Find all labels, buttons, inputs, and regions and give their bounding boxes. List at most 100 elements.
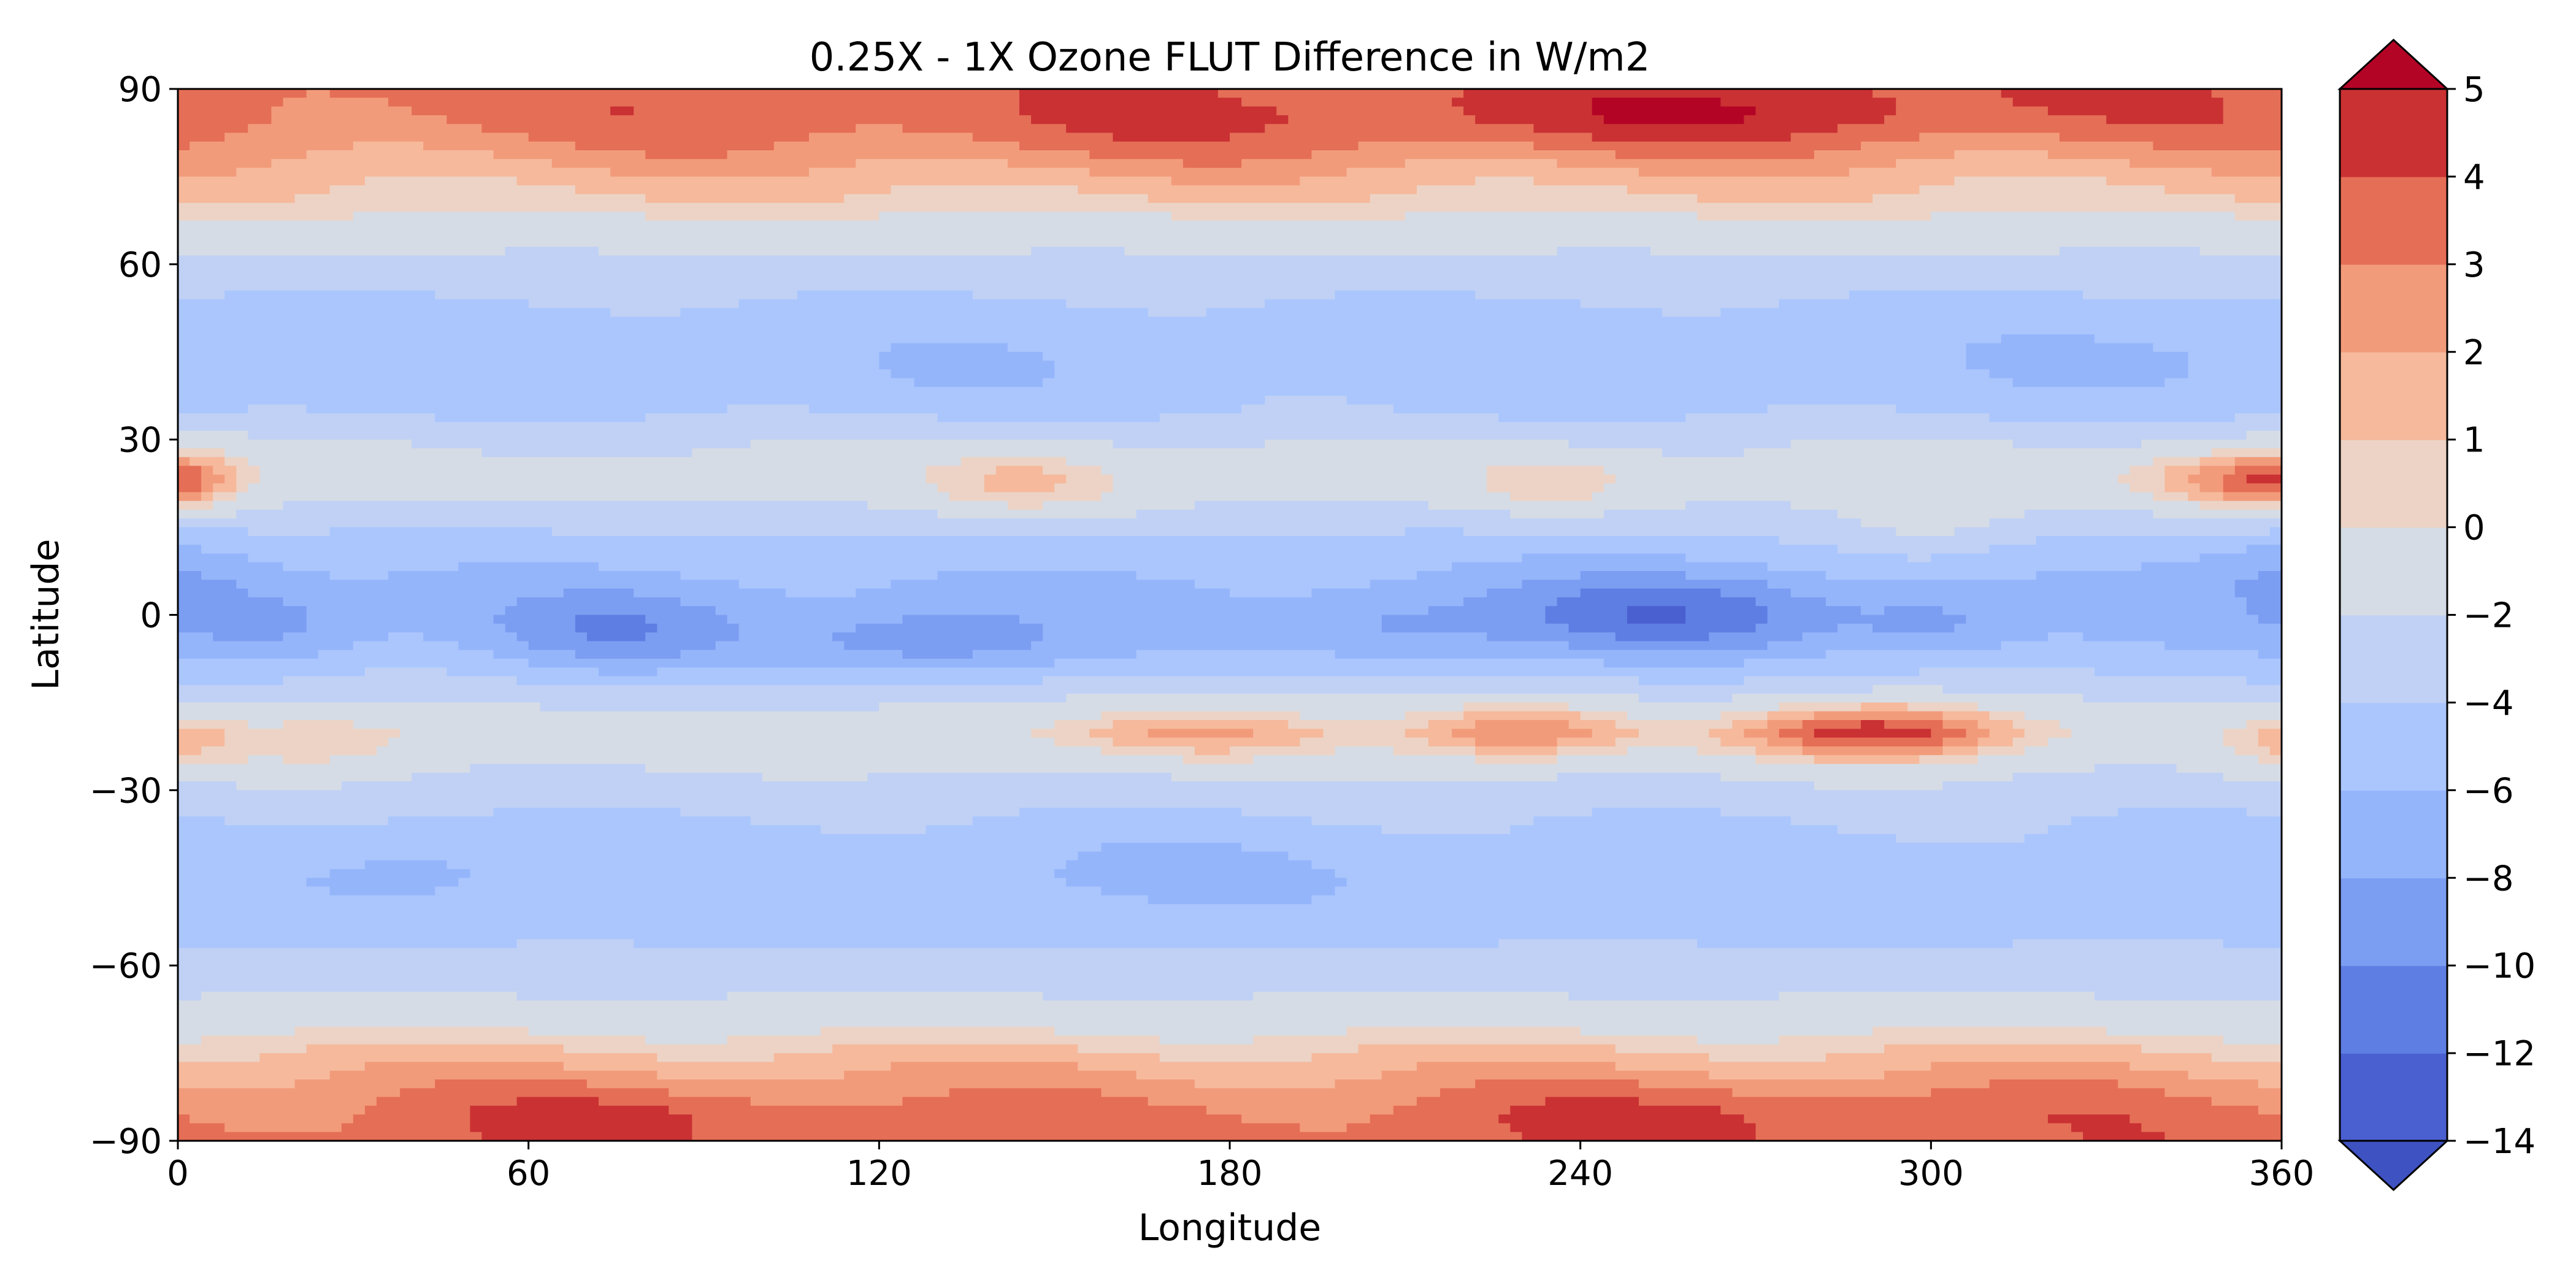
contour-cell — [1790, 132, 1920, 142]
contour-cell — [1007, 343, 1967, 353]
contour-cell — [1966, 361, 2189, 370]
contour-cell — [1381, 1070, 1710, 1080]
contour-cell — [329, 1070, 658, 1080]
contour-cell — [1265, 299, 1581, 309]
contour-cell — [248, 404, 307, 414]
contour-cell — [1568, 641, 1768, 651]
colorbar-tick-label: 4 — [2463, 158, 2485, 197]
contour-cell — [236, 492, 950, 502]
contour-cell — [528, 1027, 821, 1037]
contour-cell — [1977, 720, 2014, 730]
contour-cell — [178, 843, 1102, 853]
contour-cell — [1942, 606, 2247, 616]
contour-cell — [178, 571, 202, 581]
contour-cell — [178, 98, 284, 107]
contour-cell — [1755, 623, 1838, 633]
contour-cell — [1078, 851, 1289, 861]
contour-cell — [575, 615, 646, 624]
contour-cell — [1078, 1062, 1417, 1071]
contour-cell — [2024, 834, 2282, 843]
contour-cell — [937, 483, 985, 493]
contour-cell — [388, 816, 751, 826]
contour-cell — [2164, 1088, 2282, 1098]
contour-cell — [458, 641, 529, 651]
contour-cell — [178, 448, 225, 458]
contour-cell — [902, 650, 973, 659]
contour-cell — [435, 413, 646, 423]
contour-cell — [1942, 746, 1979, 756]
contour-cell — [178, 983, 2282, 992]
colorbar-segment — [2340, 615, 2447, 703]
contour-cell — [972, 290, 1336, 300]
contour-cell — [178, 545, 202, 554]
contour-cell — [750, 1097, 903, 1106]
contour-cell — [364, 860, 448, 870]
contour-cell — [1744, 659, 2282, 669]
contour-cell — [1452, 98, 1593, 107]
contour-cell — [178, 641, 354, 651]
contour-cell — [1452, 729, 1593, 738]
contour-cell — [645, 615, 728, 624]
contour-cell — [2012, 378, 2166, 388]
contour-cell — [178, 1132, 483, 1141]
contour-cell — [1989, 711, 2025, 721]
contour-cell — [1814, 729, 1932, 738]
colorbar-tick-label: −4 — [2463, 683, 2514, 723]
contour-cell — [785, 588, 856, 598]
contour-cell — [1311, 150, 1616, 160]
contour-cell — [914, 378, 1043, 388]
contour-cell — [2246, 676, 2282, 686]
contour-cell — [680, 308, 1149, 318]
contour-cell — [1475, 737, 1558, 747]
contour-cell — [1054, 659, 1604, 669]
contour-cell — [1136, 650, 1336, 659]
contour-cell — [2199, 247, 2282, 256]
contour-cell — [2234, 580, 2282, 589]
contour-cell — [2199, 500, 2282, 510]
contour-cell — [1031, 729, 1091, 738]
contour-cell — [178, 895, 1149, 905]
contour-cell — [1685, 413, 1990, 423]
contour-cell — [1183, 755, 1254, 765]
plot-area — [178, 89, 2282, 1141]
contour-cell — [680, 650, 903, 659]
contour-cell — [178, 729, 225, 738]
contour-cell — [236, 466, 261, 475]
contour-cell — [1136, 1070, 1382, 1080]
contour-cell — [1346, 396, 2282, 405]
contour-cell — [178, 220, 2282, 230]
contour-cell — [1697, 939, 2014, 949]
contour-cell — [1253, 1035, 1698, 1045]
contour-cell — [353, 212, 646, 221]
contour-cell — [1790, 439, 2014, 449]
contour-cell — [1241, 843, 2282, 853]
contour-cell — [178, 676, 284, 686]
contour-cell — [178, 860, 366, 870]
contour-cell — [727, 992, 1043, 1002]
contour-cell — [1358, 141, 1535, 151]
contour-cell — [2223, 1035, 2282, 1045]
contour-cell — [738, 299, 1067, 309]
contour-cell — [879, 702, 1464, 712]
contour-cell — [1580, 711, 1628, 721]
contour-cell — [926, 825, 1382, 835]
contour-cell — [1744, 676, 2247, 686]
x-tick-label: 120 — [846, 1154, 912, 1194]
contour-cell — [1171, 212, 1406, 221]
contour-cell — [2001, 334, 2095, 344]
contour-cell — [528, 659, 1055, 669]
contour-cell — [1907, 553, 1932, 563]
contour-cell — [2071, 816, 2282, 826]
contour-cell — [178, 956, 2282, 966]
contour-cell — [1884, 1070, 2189, 1080]
contour-cell — [178, 1070, 331, 1080]
contour-cell — [178, 264, 2282, 274]
contour-cell — [1113, 132, 1230, 142]
contour-cell — [1124, 247, 1558, 256]
contour-cell — [1054, 369, 1990, 379]
contour-cell — [1615, 737, 1722, 747]
contour-cell — [2258, 650, 2282, 659]
contour-cell — [178, 1123, 225, 1133]
contour-cell — [1989, 1079, 2118, 1089]
contour-cell — [727, 404, 810, 414]
